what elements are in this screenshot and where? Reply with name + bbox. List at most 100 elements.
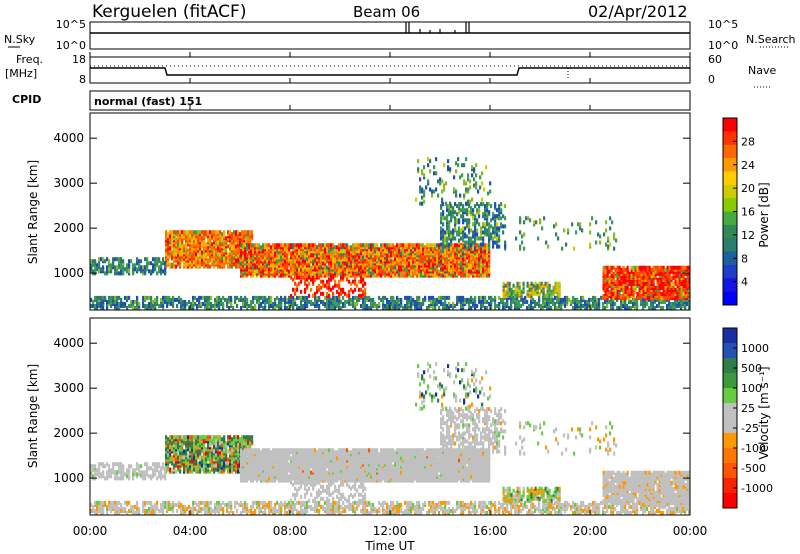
- power-cell-2474: [358, 271, 361, 276]
- power-cell-361: [310, 301, 313, 306]
- power-cell-2790: [400, 251, 403, 256]
- power-cell-2778: [398, 245, 401, 250]
- power-cell-4316: [674, 296, 677, 301]
- power-cell-1130: [183, 250, 186, 255]
- power-cell-1457: [229, 264, 232, 269]
- power-cell-2984: [428, 271, 431, 276]
- velocity-cell-58: [120, 504, 123, 509]
- power-cell-2964: [424, 249, 427, 254]
- power-cell-3987: [622, 285, 625, 290]
- power-cell-2155: [312, 249, 315, 254]
- power-cell-2359: [342, 269, 345, 274]
- power-cell-2028: [296, 271, 299, 276]
- power-cell-2972: [426, 263, 429, 268]
- power-cell-4134: [644, 267, 647, 272]
- power-cell-2232: [324, 267, 327, 272]
- power-cell-1971: [286, 253, 289, 258]
- power-cell-4586: [296, 275, 299, 280]
- power-cell-239: [236, 295, 239, 300]
- power-cell-837: [596, 301, 599, 306]
- power-cell-944: [662, 299, 665, 304]
- power-cell-2522: [364, 261, 367, 266]
- power-cell-703: [518, 306, 521, 310]
- power-cell-528: [410, 303, 413, 308]
- power-cell-3482: [448, 220, 451, 225]
- power-cell-2942: [422, 263, 425, 268]
- power-cell-2038: [296, 251, 299, 256]
- power-cell-591: [446, 295, 449, 300]
- power-cell-183: [204, 299, 207, 304]
- power-cell-4255: [664, 296, 667, 301]
- power-cell-2528: [364, 249, 367, 254]
- power-cell-101: [150, 301, 153, 306]
- power-cell-3983: [620, 267, 623, 272]
- power-cell-2287: [332, 269, 335, 274]
- power-cell-442: [362, 299, 365, 304]
- power-cell-445: [364, 306, 367, 310]
- power-cell-3737: [504, 289, 507, 294]
- power-cell-2991: [428, 257, 431, 262]
- power-cell-3922: [612, 296, 615, 301]
- power-cell-4253: [662, 269, 665, 274]
- power-cell-2914: [418, 259, 421, 264]
- power-cell-472: [382, 306, 385, 310]
- power-cell-985: [686, 301, 689, 306]
- power-cell-4692: [417, 167, 420, 172]
- power-cell-4805: [519, 218, 522, 223]
- power-cell-36: [110, 303, 113, 308]
- power-cell-3750: [510, 293, 513, 298]
- power-cell-2829: [406, 255, 409, 260]
- power-cell-2995: [428, 249, 431, 254]
- power-cell-3302: [472, 269, 475, 274]
- power-cell-3992: [622, 271, 625, 276]
- power-cell-1281: [203, 240, 206, 245]
- power-cell-4026: [628, 296, 631, 301]
- power-cell-35: [108, 295, 111, 300]
- power-cell-835: [594, 295, 597, 300]
- power-cell-825: [590, 303, 593, 308]
- power-cell-2652: [382, 263, 385, 268]
- power-cell-4511: [132, 263, 135, 268]
- power-cell-3526: [458, 220, 461, 225]
- power-cell-4709: [423, 165, 426, 170]
- power-cell-4603: [310, 287, 313, 292]
- power-cell-3355: [478, 253, 481, 258]
- power-cell-106: [152, 299, 155, 304]
- power-cell-2151: [312, 257, 315, 262]
- power-cell-900: [636, 303, 639, 308]
- power-cell-1593: [247, 240, 250, 245]
- power-cell-1429: [223, 234, 226, 239]
- power-cell-4619: [320, 291, 323, 296]
- power-cell-2006: [292, 259, 295, 264]
- power-cell-685: [506, 299, 509, 304]
- power-cell-4752: [457, 163, 460, 168]
- power-cell-4153: [648, 290, 651, 295]
- power-cell-569: [434, 301, 437, 306]
- power-cell-2993: [428, 253, 431, 258]
- power-cell-4096: [638, 265, 641, 270]
- power-cell-3639: [484, 226, 487, 231]
- power-cell-2844: [408, 253, 411, 258]
- power-cell-2000: [292, 271, 295, 276]
- power-cell-3749: [508, 281, 511, 286]
- power-cell-4305: [672, 296, 675, 301]
- power-cell-897: [634, 301, 637, 306]
- power-cell-207: [216, 301, 219, 306]
- power-cell-4610: [314, 291, 317, 296]
- power-cell-3967: [618, 271, 621, 276]
- power-cell-3334: [476, 263, 479, 268]
- power-cell-4013: [626, 290, 629, 295]
- velocity-cell-78: [136, 511, 139, 515]
- power-cell-2655: [382, 257, 385, 262]
- power-cell-4274: [666, 273, 669, 278]
- power-cell-3858: [602, 285, 605, 290]
- power-cell-3728: [504, 204, 507, 209]
- power-cell-169: [196, 303, 199, 308]
- power-cell-1437: [225, 250, 228, 255]
- power-cell-1360: [215, 254, 218, 259]
- power-cell-202: [214, 303, 217, 308]
- power-cell-3878: [604, 273, 607, 278]
- power-cell-1031: [169, 244, 172, 249]
- power-cell-3460: [444, 244, 447, 249]
- power-cell-57: [120, 303, 123, 308]
